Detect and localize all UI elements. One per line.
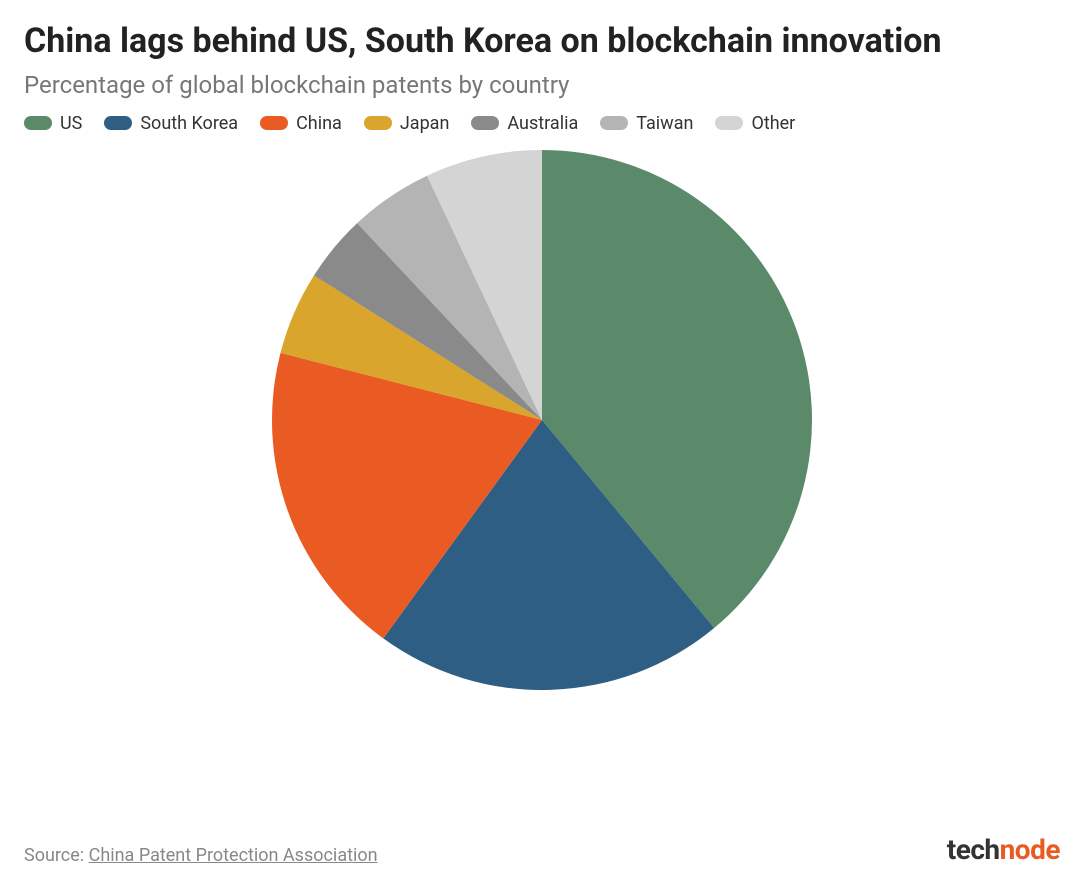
chart-subtitle: Percentage of global blockchain patents …	[24, 71, 1060, 99]
source-prefix: Source:	[24, 845, 89, 866]
source-line: Source: China Patent Protection Associat…	[24, 845, 378, 866]
legend-label: China	[296, 113, 342, 134]
brand-part1: tech	[947, 833, 1000, 866]
legend-label: US	[60, 113, 82, 134]
legend-item: Australia	[471, 113, 578, 134]
legend-item: South Korea	[104, 113, 238, 134]
legend-swatch	[260, 116, 288, 130]
footer: Source: China Patent Protection Associat…	[24, 833, 1060, 866]
legend-swatch	[600, 116, 628, 130]
legend-label: South Korea	[140, 113, 238, 134]
legend-label: Japan	[400, 113, 450, 134]
legend-swatch	[471, 116, 499, 130]
chart-title: China lags behind US, South Korea on blo…	[24, 20, 1060, 63]
chart-container	[24, 150, 1060, 690]
legend: US South Korea China Japan Australia Taiwan Ot…	[24, 113, 1060, 134]
legend-item: Other	[715, 113, 795, 134]
legend-swatch	[24, 116, 52, 130]
legend-label: Australia	[507, 113, 578, 134]
legend-label: Taiwan	[636, 113, 693, 134]
brand-part2: node	[1000, 833, 1060, 866]
legend-swatch	[364, 116, 392, 130]
legend-label: Other	[751, 113, 795, 134]
pie-chart	[272, 150, 812, 690]
source-link[interactable]: China Patent Protection Association	[89, 845, 378, 866]
legend-item: Taiwan	[600, 113, 693, 134]
brand-logo: technode	[947, 833, 1060, 866]
legend-swatch	[104, 116, 132, 130]
legend-item: Japan	[364, 113, 450, 134]
legend-item: US	[24, 113, 82, 134]
legend-swatch	[715, 116, 743, 130]
legend-item: China	[260, 113, 342, 134]
